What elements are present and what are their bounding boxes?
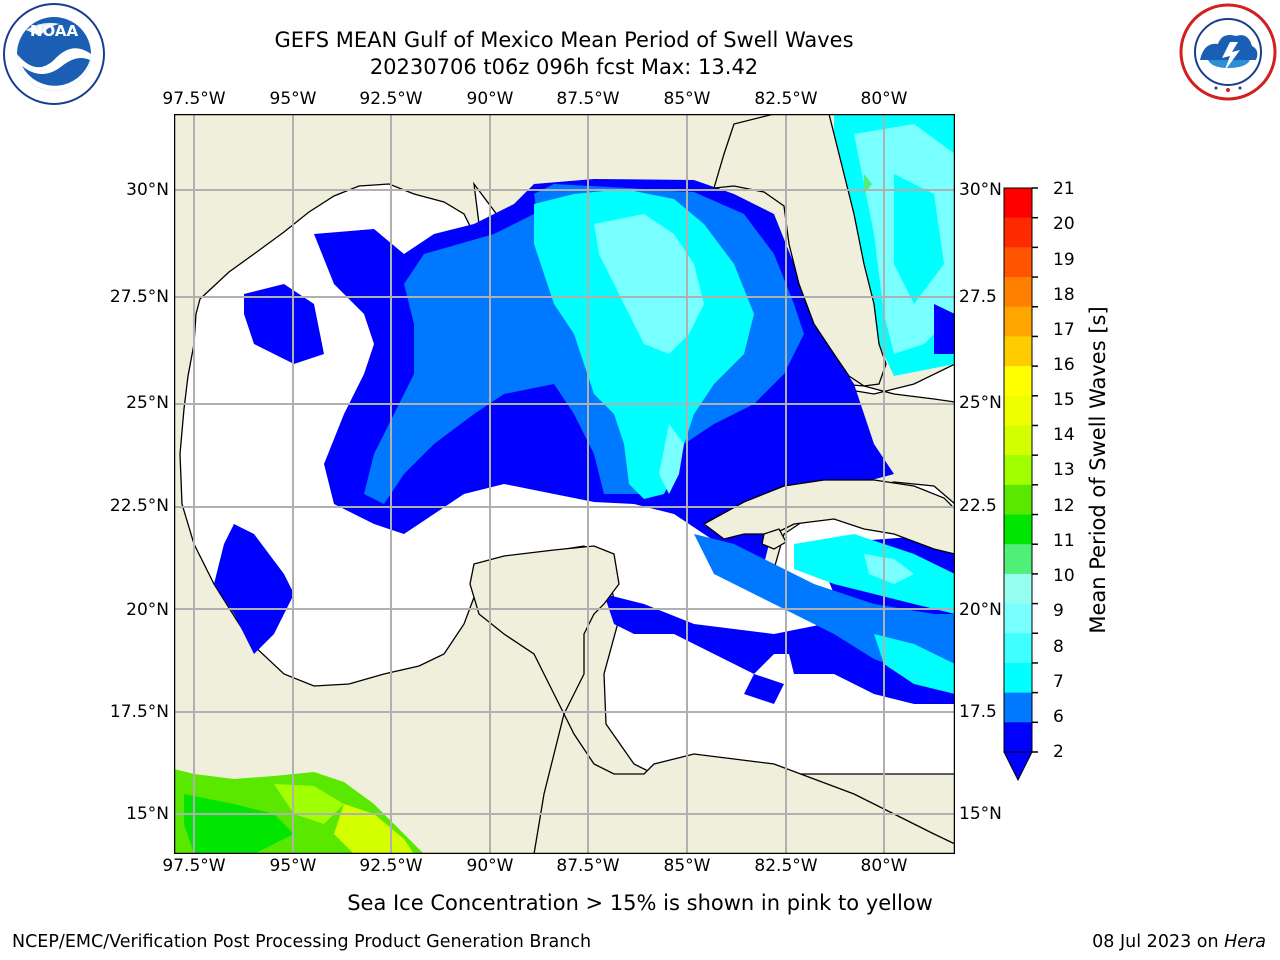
lat-label-left: 17.5°N (109, 702, 169, 722)
colorbar-tick-label: 17 (1053, 320, 1075, 340)
footer-host: Hera (1224, 932, 1266, 952)
lon-label-bottom: 97.5°W (162, 856, 226, 876)
lon-label-top: 82.5°W (754, 89, 818, 109)
colorbar-swatch (1004, 455, 1032, 486)
colorbar-swatch (1004, 633, 1032, 664)
noaa-logo: NOAA (2, 2, 106, 106)
colorbar-tick-label: 19 (1053, 250, 1075, 270)
lat-label-left: 15°N (126, 804, 169, 824)
lon-label-bottom: 95°W (269, 856, 317, 876)
yucatan-land (469, 545, 955, 854)
colorbar-swatch (1004, 188, 1032, 219)
colorbar-tick-label: 21 (1053, 179, 1075, 199)
lon-label-bottom: 85°W (663, 856, 711, 876)
lon-label-bottom: 92.5°W (359, 856, 423, 876)
colorbar-swatch (1004, 603, 1032, 634)
colorbar-tick-label: 10 (1053, 566, 1075, 586)
colorbar-tick-label: 13 (1053, 460, 1075, 480)
colorbar-tick-label: 20 (1053, 214, 1075, 234)
colorbar-swatch (1004, 277, 1032, 308)
lat-label-left: 30°N (126, 180, 169, 200)
lon-label-top: 92.5°W (359, 89, 423, 109)
lon-label-top: 85°W (663, 89, 711, 109)
map-panel (174, 114, 955, 854)
swell-light-cyan (594, 214, 914, 584)
lon-label-top: 95°W (269, 89, 317, 109)
colorbar-swatch (1004, 544, 1032, 575)
gridlines (174, 114, 955, 854)
colorbar-swatch (1004, 514, 1032, 545)
colorbar-tick-label: 6 (1053, 707, 1064, 727)
map-caption: Sea Ice Concentration > 15% is shown in … (347, 891, 933, 915)
colorbar-swatch (1004, 662, 1032, 694)
colorbar-tick-label: 15 (1053, 390, 1075, 410)
lon-label-top: 97.5°W (162, 89, 226, 109)
florida-land (713, 114, 887, 387)
colorbar-swatch (1004, 692, 1032, 723)
colorbar-tick-label: 8 (1053, 637, 1064, 657)
lat-label-right: 25°N (959, 393, 1002, 413)
lon-label-top: 80°W (860, 89, 908, 109)
lon-label-bottom: 80°W (860, 856, 908, 876)
colorbar-extend-triangle (1003, 751, 1033, 782)
chart-subtitle: 20230706 t06z 096h fcst Max: 13.42 (369, 55, 759, 79)
lon-label-bottom: 87.5°W (556, 856, 620, 876)
lon-label-bottom: 90°W (466, 856, 514, 876)
colorbar-swatch (1004, 722, 1032, 753)
colorbar-tick-label: 2 (1053, 742, 1064, 762)
colorbar-tick-label: 16 (1053, 355, 1075, 375)
lat-label-left: 27.5°N (109, 287, 169, 307)
colorbar-swatch (1004, 306, 1032, 337)
colorbar-tick-label: 14 (1053, 425, 1075, 445)
colorbar (1003, 187, 1038, 782)
lat-label-right: 15°N (959, 804, 1002, 824)
colorbar-swatch (1004, 247, 1032, 278)
lat-label-right: 17.5 (959, 702, 997, 722)
colorbar-swatch (1004, 573, 1032, 605)
lat-label-right: 30°N (959, 180, 1002, 200)
colorbar-tick-label: 18 (1053, 285, 1075, 305)
lat-label-right: 20°N (959, 600, 1002, 620)
lat-label-left: 22.5°N (109, 496, 169, 516)
footer-date: 08 Jul 2023 on Hera (1092, 932, 1266, 952)
colorbar-tick-label: 11 (1053, 531, 1075, 551)
chart-title: GEFS MEAN Gulf of Mexico Mean Period of … (274, 28, 854, 52)
lon-label-top: 90°W (466, 89, 514, 109)
colorbar-label: Mean Period of Swell Waves [s] (1086, 306, 1110, 634)
map-frame (174, 114, 955, 854)
colorbar-swatch (1004, 425, 1032, 456)
colorbar-tick-label: 9 (1053, 601, 1064, 621)
noaa-logo-text: NOAA (30, 22, 79, 40)
lat-label-left: 25°N (126, 393, 169, 413)
lon-label-bottom: 82.5°W (754, 856, 818, 876)
lat-label-left: 20°N (126, 600, 169, 620)
lon-label-top: 87.5°W (556, 89, 620, 109)
colorbar-swatch (1004, 336, 1032, 367)
footer-date-text: 08 Jul 2023 on (1092, 932, 1225, 952)
colorbar-swatch (1004, 366, 1032, 397)
colorbar-tick-label: 12 (1053, 496, 1075, 516)
nws-logo (1178, 2, 1278, 102)
colorbar-swatch (1004, 395, 1032, 426)
colorbar-frame (1003, 187, 1033, 753)
footer-org: NCEP/EMC/Verification Post Processing Pr… (12, 932, 592, 952)
colorbar-swatch (1004, 217, 1032, 248)
lat-label-right: 22.5 (959, 496, 997, 516)
lat-label-right: 27.5 (959, 287, 997, 307)
colorbar-swatch (1004, 484, 1032, 516)
colorbar-tick-label: 7 (1053, 672, 1064, 692)
